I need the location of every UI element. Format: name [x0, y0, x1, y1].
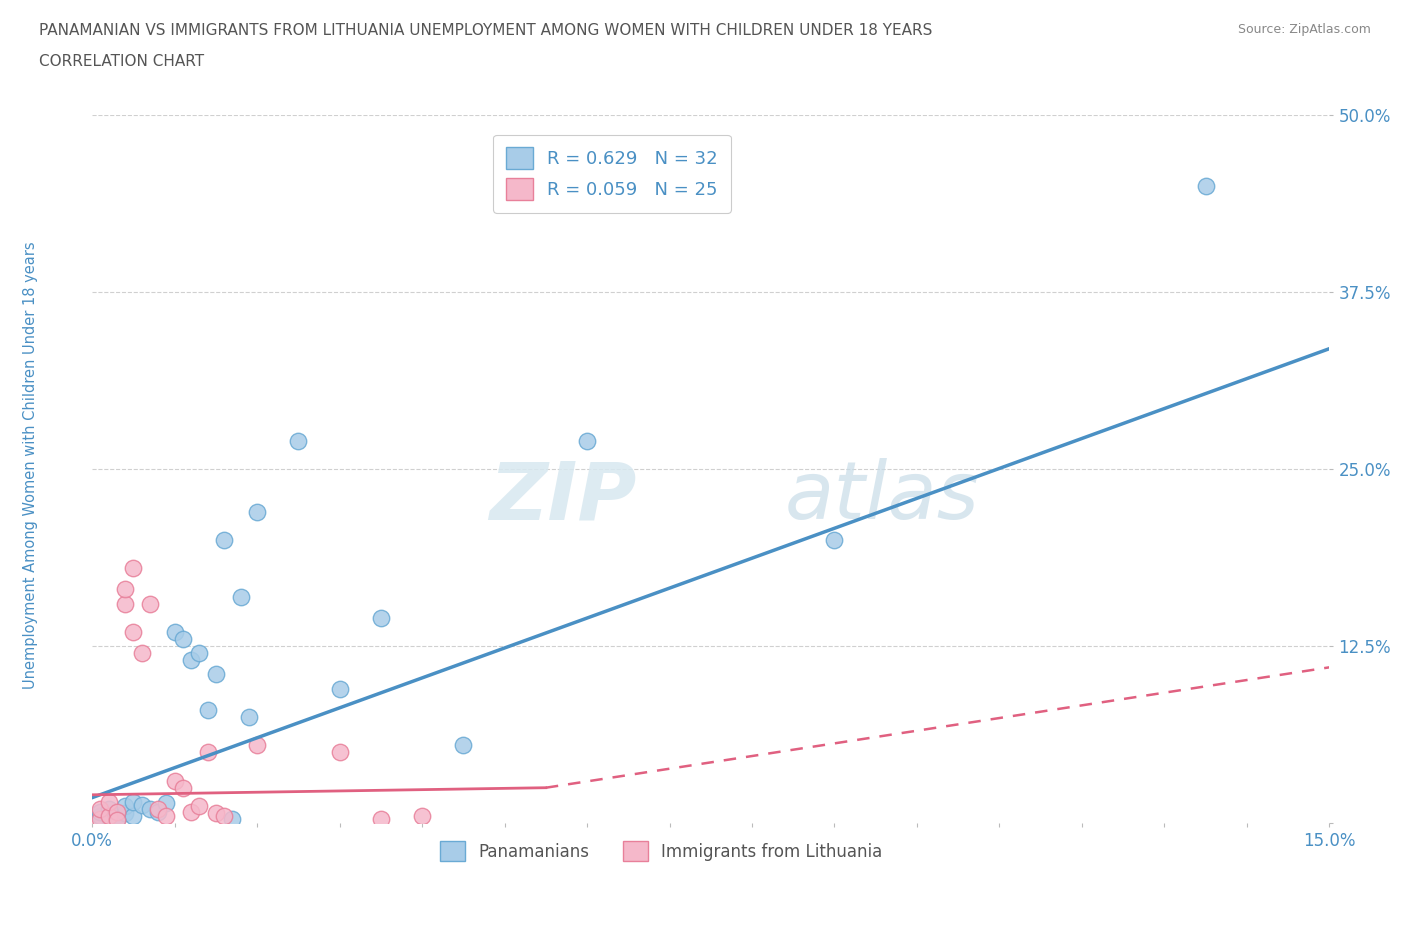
- Point: [221, 812, 243, 827]
- Point: [180, 653, 202, 668]
- Point: [370, 812, 392, 827]
- Text: ZIP: ZIP: [489, 458, 637, 537]
- Point: [824, 533, 846, 548]
- Text: atlas: atlas: [785, 458, 980, 537]
- Point: [370, 610, 392, 625]
- Point: [105, 813, 128, 828]
- Point: [329, 681, 352, 696]
- Point: [411, 808, 433, 823]
- Point: [238, 710, 260, 724]
- Point: [139, 802, 162, 817]
- Text: CORRELATION CHART: CORRELATION CHART: [39, 54, 204, 69]
- Point: [163, 624, 186, 639]
- Point: [89, 804, 111, 819]
- Point: [205, 805, 228, 820]
- Point: [97, 802, 120, 817]
- Point: [212, 533, 235, 548]
- Point: [1194, 179, 1216, 193]
- Point: [188, 799, 211, 814]
- Point: [172, 780, 194, 795]
- Point: [89, 802, 111, 817]
- Point: [131, 797, 153, 812]
- Point: [205, 667, 228, 682]
- Point: [122, 624, 145, 639]
- Point: [97, 794, 120, 809]
- Point: [172, 631, 194, 646]
- Point: [114, 799, 136, 814]
- Point: [114, 805, 136, 820]
- Point: [212, 808, 235, 823]
- Point: [105, 804, 128, 819]
- Text: Source: ZipAtlas.com: Source: ZipAtlas.com: [1237, 23, 1371, 36]
- Legend: Panamanians, Immigrants from Lithuania: Panamanians, Immigrants from Lithuania: [433, 834, 889, 868]
- Point: [576, 433, 599, 448]
- Point: [197, 702, 219, 717]
- Point: [114, 582, 136, 597]
- Point: [122, 561, 145, 576]
- Point: [146, 804, 169, 819]
- Point: [131, 645, 153, 660]
- Point: [329, 745, 352, 760]
- Point: [122, 794, 145, 809]
- Point: [89, 812, 111, 827]
- Point: [122, 808, 145, 823]
- Point: [229, 589, 252, 604]
- Point: [163, 773, 186, 788]
- Point: [246, 504, 269, 519]
- Point: [155, 796, 177, 811]
- Point: [453, 737, 475, 752]
- Point: [97, 810, 120, 825]
- Point: [197, 745, 219, 760]
- Point: [287, 433, 309, 448]
- Text: PANAMANIAN VS IMMIGRANTS FROM LITHUANIA UNEMPLOYMENT AMONG WOMEN WITH CHILDREN U: PANAMANIAN VS IMMIGRANTS FROM LITHUANIA …: [39, 23, 932, 38]
- Point: [146, 802, 169, 817]
- Point: [180, 804, 202, 819]
- Text: Unemployment Among Women with Children Under 18 years: Unemployment Among Women with Children U…: [24, 241, 38, 689]
- Point: [105, 812, 128, 827]
- Point: [89, 808, 111, 823]
- Point: [114, 596, 136, 611]
- Point: [188, 645, 211, 660]
- Point: [105, 807, 128, 822]
- Point: [97, 808, 120, 823]
- Point: [139, 596, 162, 611]
- Point: [155, 808, 177, 823]
- Point: [246, 737, 269, 752]
